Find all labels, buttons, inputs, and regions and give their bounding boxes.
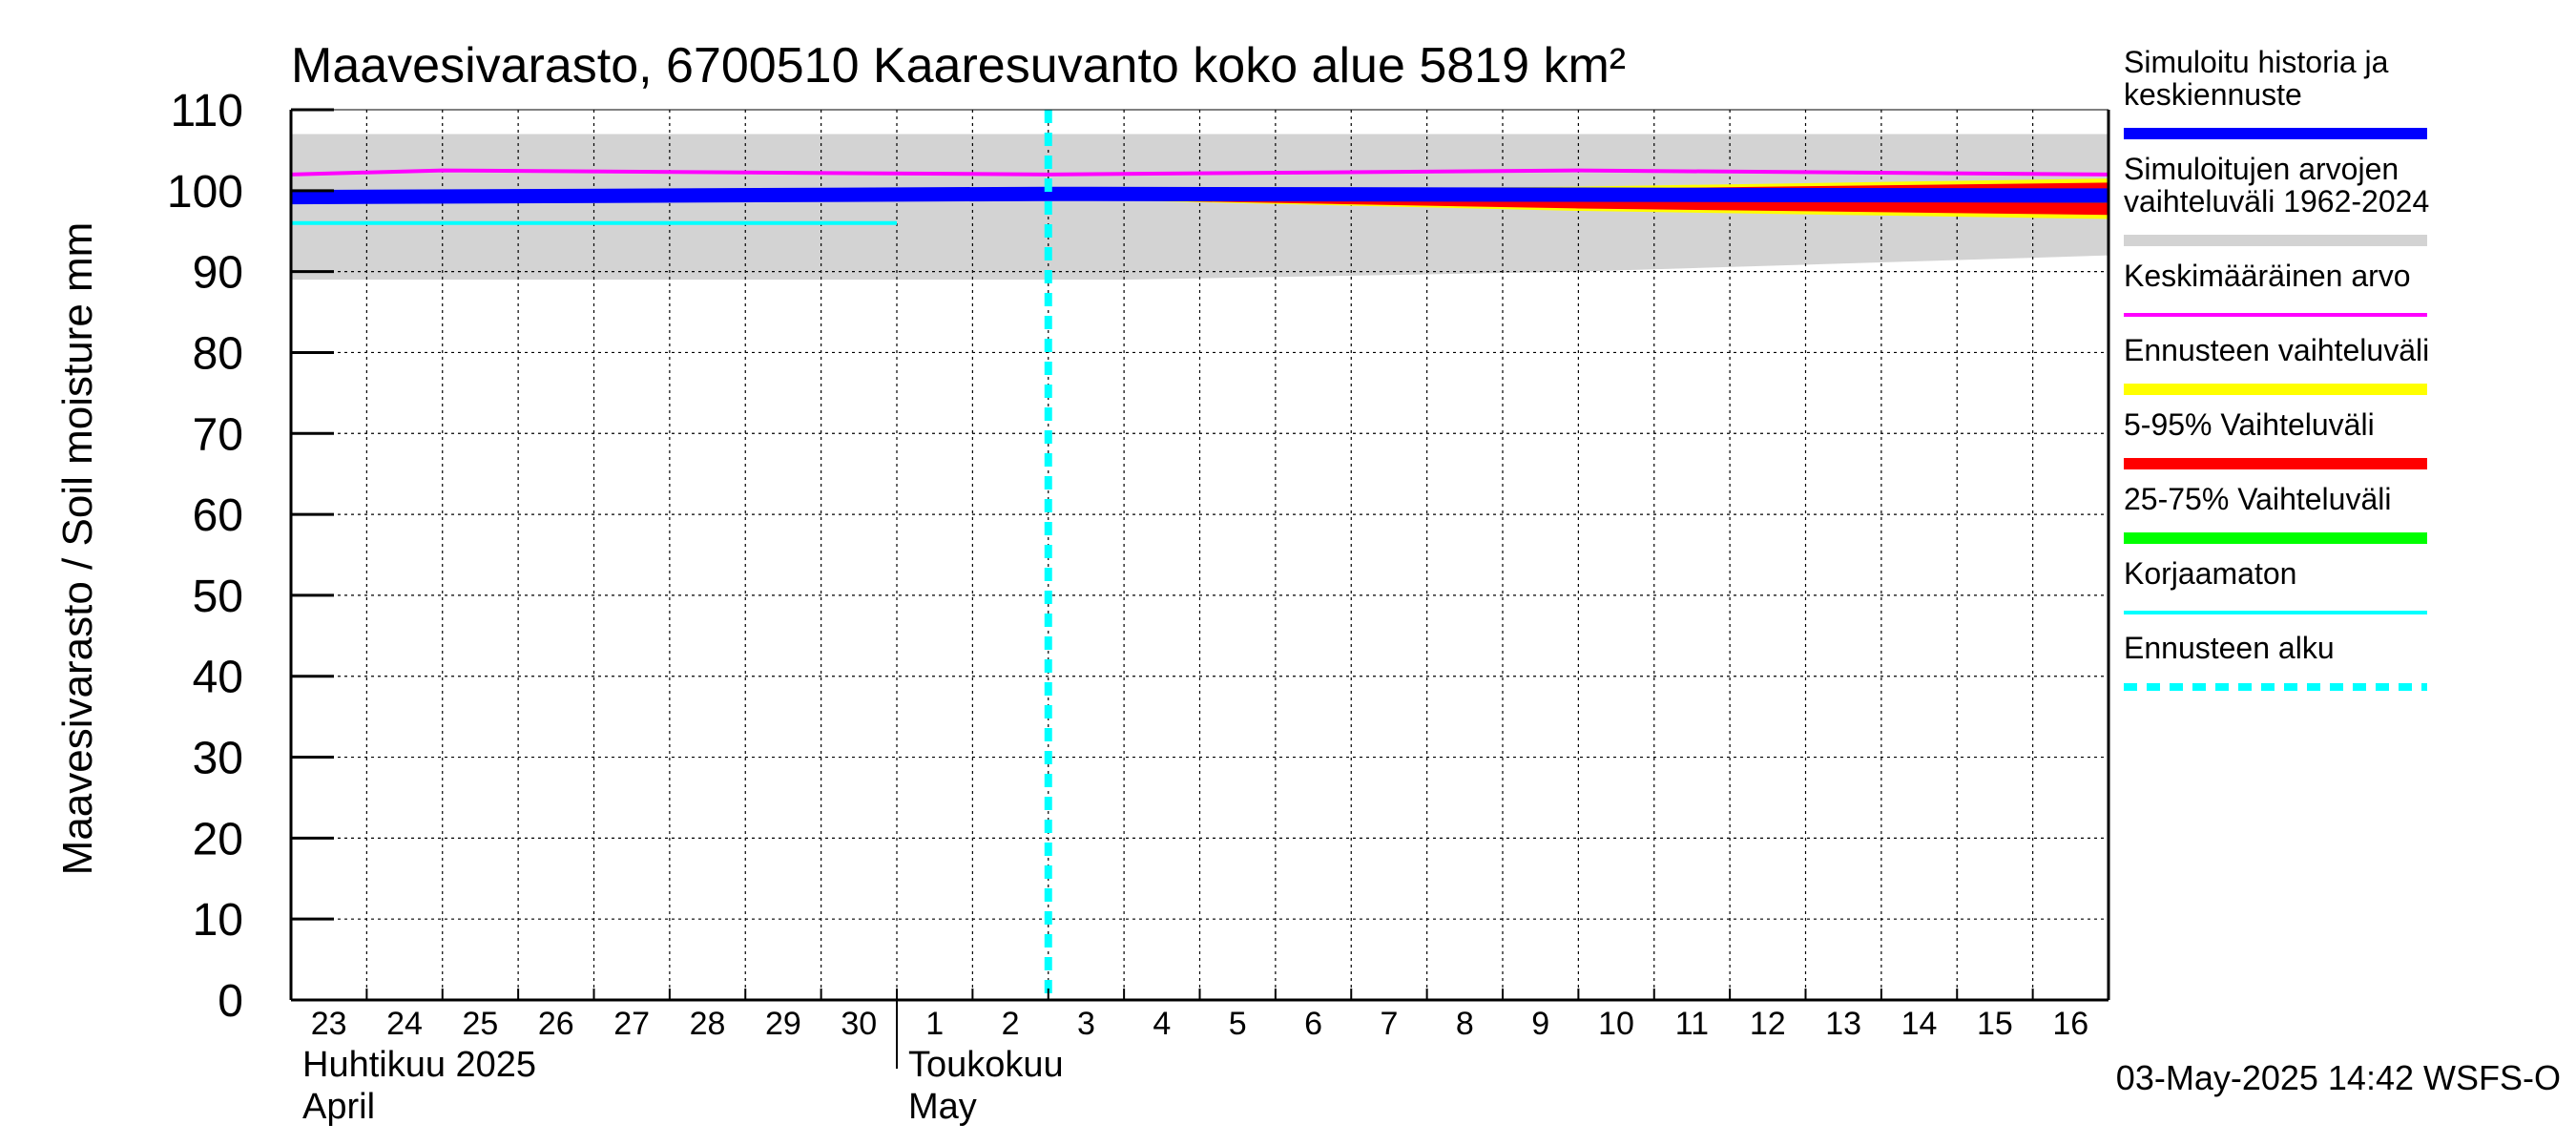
- x-tick-label: 24: [386, 1006, 423, 1042]
- legend-label: Korjaamaton: [2124, 556, 2296, 591]
- x-tick-label: 7: [1380, 1006, 1398, 1042]
- x-tick-label: 3: [1077, 1006, 1095, 1042]
- x-tick-label: 5: [1229, 1006, 1247, 1042]
- x-tick-label: 13: [1825, 1006, 1861, 1042]
- x-tick-label: 25: [463, 1006, 499, 1042]
- x-tick-label: 2: [1002, 1006, 1020, 1042]
- legend-label: Keskimääräinen arvo: [2124, 259, 2411, 293]
- x-tick-label: 8: [1456, 1006, 1474, 1042]
- month-label-fi: Huhtikuu 2025: [302, 1045, 536, 1085]
- y-axis-label: Maavesivarasto / Soil moisture mm: [54, 222, 101, 876]
- legend-item: Keskimääräinen arvo: [2124, 259, 2427, 317]
- x-tick-label: 27: [613, 1006, 650, 1042]
- legend-label: Ennusteen vaihteluväli: [2124, 333, 2429, 367]
- legend-label: Simuloitujen arvojen: [2124, 152, 2399, 186]
- x-tick-label: 10: [1598, 1006, 1634, 1042]
- x-tick-label: 30: [841, 1006, 877, 1042]
- footer-timestamp: 03-May-2025 14:42 WSFS-O: [2116, 1058, 2561, 1097]
- x-tick-label: 14: [1901, 1006, 1938, 1042]
- y-tick-labels: 0 10 20 30 40 50 60 70 80 90 100 110: [167, 86, 334, 1027]
- y-tick-label: 70: [193, 409, 243, 460]
- chart-title: Maavesivarasto, 6700510 Kaaresuvanto kok…: [291, 38, 1626, 94]
- month-label-en: April: [302, 1087, 375, 1127]
- x-tick-label: 29: [765, 1006, 801, 1042]
- y-tick-label: 40: [193, 653, 243, 703]
- month-label-en: May: [908, 1087, 977, 1127]
- series-lines-group: [290, 110, 2109, 1000]
- simulated-history-line: [290, 186, 2109, 205]
- grid-group: [291, 110, 2109, 1000]
- legend-item: 25-75% Vaihteluväli: [2124, 482, 2427, 544]
- y-tick-label: 10: [193, 895, 243, 946]
- legend-label: 5-95% Vaihteluväli: [2124, 407, 2375, 442]
- y-tick-label: 80: [193, 328, 243, 379]
- x-tick-label: 12: [1750, 1006, 1786, 1042]
- y-tick-label: 0: [218, 976, 243, 1027]
- legend-item: Ennusteen vaihteluväli: [2124, 333, 2429, 395]
- y-tick-label: 60: [193, 490, 243, 541]
- x-tick-label: 4: [1153, 1006, 1171, 1042]
- x-tick-label: 1: [925, 1006, 944, 1042]
- legend-label: 25-75% Vaihteluväli: [2124, 482, 2391, 516]
- y-tick-label: 100: [167, 167, 243, 218]
- x-tick-labels: 23 24 25 26 27 28 29 30 1 2 3 4 5 6 7 8 9 10 11 12 13 14 15 16: [290, 989, 2109, 1042]
- legend-item: 5-95% Vaihteluväli: [2124, 407, 2427, 469]
- legend-label: Simuloitu historia ja: [2124, 45, 2389, 79]
- x-tick-label: 15: [1977, 1006, 2013, 1042]
- x-tick-label: 26: [538, 1006, 574, 1042]
- x-tick-label: 28: [690, 1006, 726, 1042]
- x-tick-label: 6: [1304, 1006, 1322, 1042]
- y-tick-label: 110: [170, 86, 243, 136]
- y-tick-label: 50: [193, 572, 243, 622]
- month-label-fi: Toukokuu: [908, 1045, 1064, 1085]
- x-tick-label: 9: [1531, 1006, 1549, 1042]
- legend-label: Ennusteen alku: [2124, 631, 2335, 665]
- legend-item: Ennusteen alku: [2124, 631, 2427, 691]
- x-tick-label: 23: [311, 1006, 347, 1042]
- legend-label: keskiennuste: [2124, 77, 2302, 112]
- legend: Simuloitu historia jakeskiennusteSimuloi…: [2124, 45, 2429, 691]
- x-tick-label: 11: [1675, 1006, 1709, 1042]
- mean-value-line: [290, 168, 2109, 177]
- legend-item: Korjaamaton: [2124, 556, 2427, 614]
- y-tick-label: 90: [193, 248, 243, 299]
- y-tick-label: 20: [193, 814, 243, 864]
- y-tick-label: 30: [193, 734, 243, 784]
- x-tick-label: 16: [2052, 1006, 2088, 1042]
- legend-label: vaihteluväli 1962-2024: [2124, 184, 2429, 219]
